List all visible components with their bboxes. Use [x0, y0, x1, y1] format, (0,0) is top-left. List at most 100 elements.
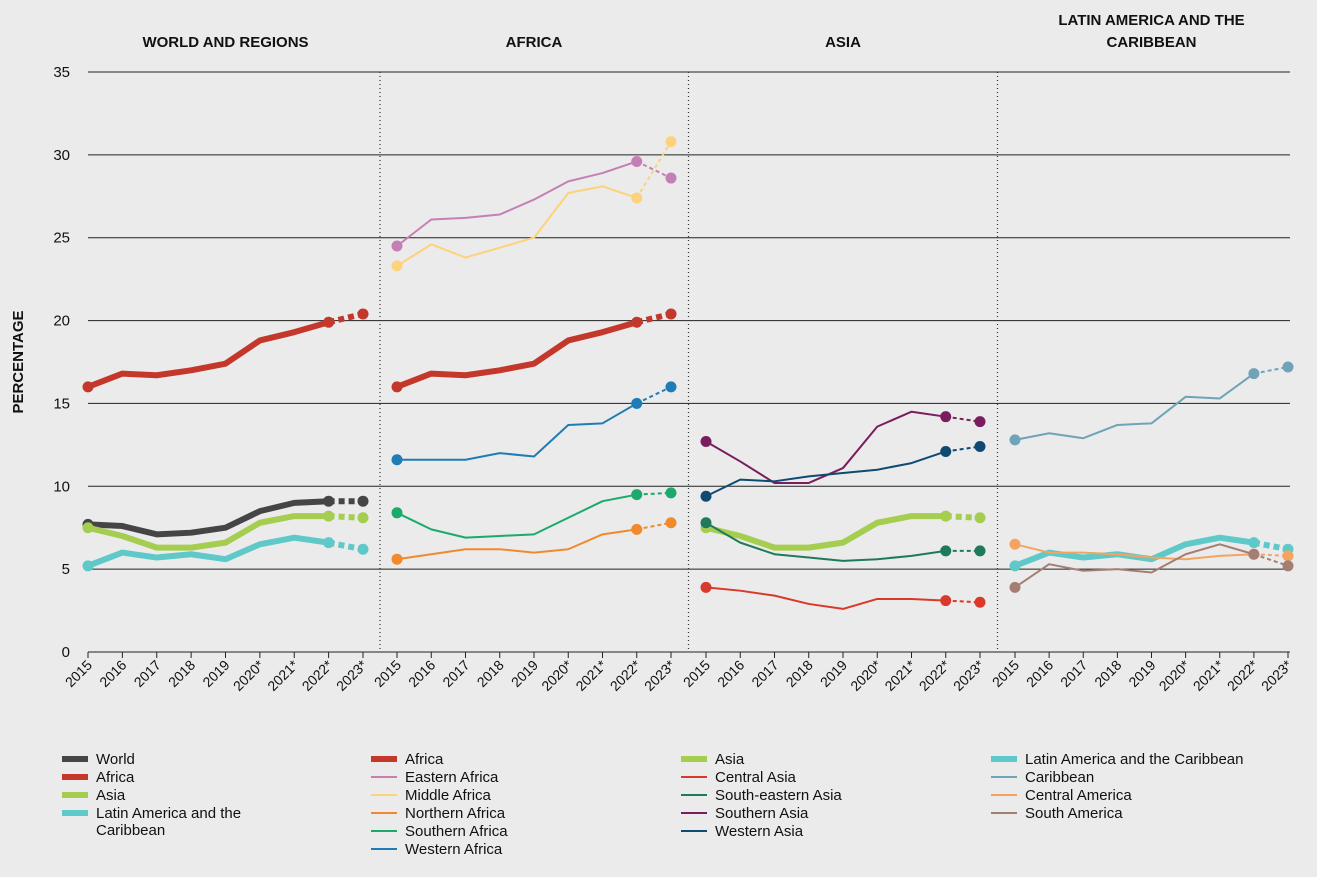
legend-label: South-eastern Asia [715, 787, 842, 804]
y-tick-label: 5 [62, 561, 70, 578]
legend-label: Asia [96, 787, 126, 804]
point [323, 316, 335, 328]
point [631, 489, 643, 501]
point [323, 495, 335, 507]
point [1009, 538, 1021, 550]
line-projected [945, 599, 981, 604]
point [665, 136, 677, 148]
point [940, 545, 952, 557]
point [357, 308, 369, 320]
point [940, 445, 952, 457]
line [87, 498, 329, 538]
line-projected [636, 311, 672, 326]
point [974, 512, 986, 524]
point [974, 416, 986, 428]
legend-label: Central America [1025, 787, 1132, 804]
point [974, 596, 986, 608]
line-projected [328, 539, 364, 553]
legend-label: Africa [405, 751, 444, 768]
panel-title: ASIA [825, 34, 861, 51]
point [357, 512, 369, 524]
line [396, 493, 637, 539]
line [705, 521, 946, 562]
line [86, 319, 330, 390]
line [705, 586, 946, 610]
y-tick-label: 30 [53, 147, 70, 164]
point [1009, 434, 1021, 446]
point [631, 397, 643, 409]
legend-label: Middle Africa [405, 787, 492, 804]
y-tick-label: 0 [62, 644, 70, 661]
point [974, 545, 986, 557]
line [397, 402, 638, 461]
legend-label: Northern Africa [405, 805, 506, 822]
line-projected [945, 513, 981, 521]
point [631, 192, 643, 204]
point [665, 308, 677, 320]
line [1014, 372, 1255, 441]
point [940, 411, 952, 423]
line [396, 160, 638, 247]
point [391, 454, 403, 466]
line-projected [1253, 553, 1289, 557]
point [391, 260, 403, 272]
point [700, 490, 712, 502]
point [940, 510, 952, 522]
point [665, 172, 677, 184]
point [357, 495, 369, 507]
y-tick-label: 20 [53, 313, 70, 330]
legend-label: World [96, 751, 135, 768]
point [700, 517, 712, 529]
point [82, 522, 94, 534]
panel-title: AFRICA [506, 34, 563, 51]
line-projected [1253, 365, 1289, 375]
point [323, 537, 335, 549]
line-projected [1253, 539, 1289, 553]
point [1009, 581, 1021, 593]
point [631, 316, 643, 328]
point [391, 381, 403, 393]
legend-label: Africa [96, 769, 135, 786]
line [1014, 543, 1255, 589]
point [631, 155, 643, 167]
line-projected [635, 141, 672, 199]
line [87, 513, 329, 551]
point [82, 560, 94, 572]
point [665, 487, 677, 499]
point [1248, 548, 1260, 560]
line [705, 450, 947, 498]
y-tick-label: 15 [53, 395, 70, 412]
legend-label: Central Asia [715, 769, 797, 786]
legend-label: Eastern Africa [405, 769, 499, 786]
line-projected [328, 513, 364, 521]
y-axis-label: PERCENTAGE [10, 310, 27, 413]
point [1282, 550, 1294, 562]
point [1009, 560, 1021, 572]
point [391, 553, 403, 565]
point [82, 381, 94, 393]
point [1282, 560, 1294, 572]
point [1248, 537, 1260, 549]
legend-label: Southern Africa [405, 823, 508, 840]
legend-label: Southern Asia [715, 805, 809, 822]
legend-label: Latin America and the Caribbean [1025, 751, 1243, 768]
y-tick-label: 35 [53, 64, 70, 81]
line-projected [636, 491, 672, 496]
line-projected [945, 415, 981, 423]
line [1014, 543, 1254, 561]
line [396, 185, 638, 267]
line-projected [327, 311, 364, 326]
point [357, 543, 369, 555]
line [395, 319, 638, 390]
legend-label: Asia [715, 751, 745, 768]
point [974, 441, 986, 453]
line-projected [945, 445, 981, 453]
line [705, 513, 946, 551]
line-projected [1253, 553, 1289, 567]
legend-label: Western Africa [405, 841, 503, 858]
panel-title: LATIN AMERICA AND THE CARIBBEAN [1058, 12, 1244, 51]
point [700, 436, 712, 448]
point [665, 381, 677, 393]
point [1248, 368, 1260, 380]
